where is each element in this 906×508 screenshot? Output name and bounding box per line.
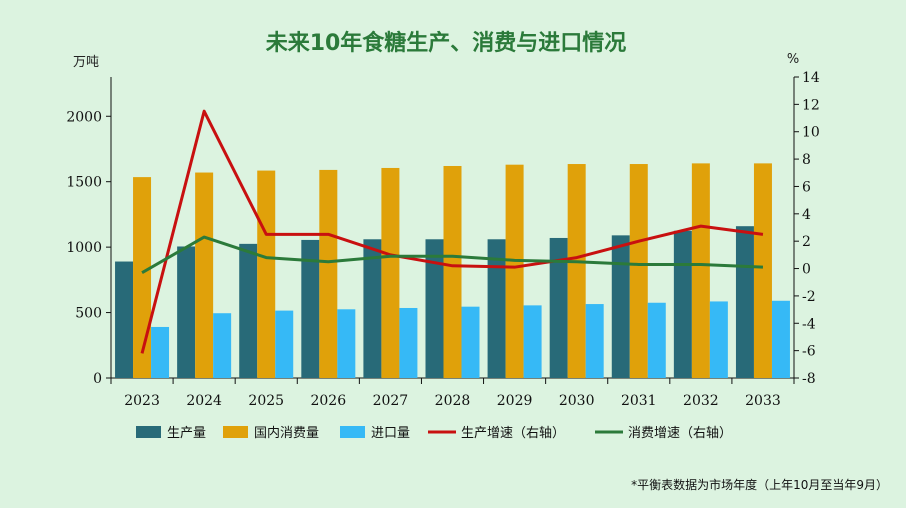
bar-1-2030 [549, 237, 568, 378]
bar-2-2032 [691, 163, 710, 378]
legend-swatch-3 [340, 426, 365, 438]
x-tick-label: 2032 [683, 393, 719, 409]
y-right-tick-label: 6 [802, 179, 811, 195]
x-tick-label: 2029 [497, 393, 533, 409]
bar-2-2028 [443, 165, 462, 378]
y-right-tick-label: -4 [802, 316, 816, 332]
footnote: *平衡表数据为市场年度（上年10月至当年9月） [631, 477, 888, 492]
y-right-tick-label: 10 [802, 125, 820, 141]
y-left-tick-label: 500 [75, 306, 102, 322]
plot-area: 0 500 1000 1500 2000 -8 -6 -4 -2 0 2 4 6 8 10 12 14 2023 2… [66, 70, 820, 409]
bar-2-2031 [629, 164, 648, 378]
bar-3-2033 [771, 300, 790, 378]
bar-1-2026 [301, 239, 320, 378]
bar-3-2027 [399, 307, 418, 378]
bar-3-2026 [337, 309, 356, 378]
x-tick-label: 2023 [124, 393, 160, 409]
bar-3-2028 [461, 306, 480, 378]
x-tick-label: 2028 [435, 393, 471, 409]
y-right-tick-label: 2 [802, 234, 811, 250]
bar-2-2033 [753, 163, 772, 378]
bar-2-2029 [505, 164, 524, 378]
bar-3-2032 [709, 301, 728, 378]
bar-1-2028 [425, 239, 444, 378]
bar-3-2029 [523, 305, 542, 378]
y-right-tick-label: -6 [802, 344, 816, 360]
bar-1-2033 [735, 226, 754, 378]
legend-swatch-2 [223, 426, 248, 438]
bar-3-2030 [585, 304, 604, 378]
line-series-1 [140, 109, 764, 354]
bar-1-2025 [239, 243, 258, 378]
y-left-tick-label: 1500 [66, 175, 102, 191]
y-right-tick-label: -2 [802, 289, 816, 305]
bar-2-2030 [567, 164, 586, 378]
x-tick-label: 2031 [621, 393, 657, 409]
y-right-tick-label: -8 [802, 371, 816, 387]
bar-2-2025 [257, 170, 276, 378]
bar-3-2023 [151, 326, 170, 378]
legend-label-1: 生产量 [167, 426, 206, 441]
legend-label-2: 国内消费量 [254, 425, 319, 441]
bar-3-2025 [275, 310, 294, 378]
bar-1-2031 [611, 235, 630, 378]
chart-title: 未来10年食糖生产、消费与进口情况 [266, 30, 627, 56]
x-tick-label: 2025 [248, 393, 284, 409]
bar-2-2027 [381, 167, 400, 378]
legend-swatch-1 [136, 426, 161, 438]
bar-2-2024 [195, 172, 214, 378]
x-tick-label: 2030 [559, 393, 595, 409]
y-left-unit: 万吨 [73, 55, 99, 70]
bar-1-2029 [487, 239, 506, 378]
bar-1-2023 [115, 261, 134, 378]
y-right-tick-label: 14 [802, 70, 820, 86]
y-left-tick-label: 0 [93, 371, 102, 387]
bar-3-2031 [647, 302, 666, 378]
y-left-tick-label: 2000 [66, 109, 102, 125]
legend: 生产量 国内消费量 进口量 生产增速（右轴） 消费增速（右轴） [136, 425, 732, 441]
x-tick-label: 2026 [310, 393, 346, 409]
bar-1-2027 [363, 239, 382, 378]
legend-label-5: 消费增速（右轴） [628, 426, 732, 441]
y-right-tick-label: 0 [802, 262, 811, 278]
y-right-tick-label: 4 [802, 207, 811, 223]
legend-label-3: 进口量 [371, 426, 410, 441]
y-right-tick-label: 12 [802, 97, 820, 113]
bar-2-2023 [133, 177, 152, 378]
line-series-2 [141, 235, 764, 274]
bar-3-2024 [213, 313, 232, 378]
y-left-tick-label: 1000 [66, 240, 102, 256]
legend-label-4: 生产增速（右轴） [461, 426, 565, 441]
bar-2-2026 [319, 169, 338, 378]
bar-1-2024 [177, 246, 196, 378]
x-tick-label: 2027 [373, 393, 409, 409]
y-right-unit: % [787, 52, 799, 67]
x-tick-label: 2024 [186, 393, 222, 409]
y-right-tick-label: 8 [802, 152, 811, 168]
x-tick-label: 2033 [745, 393, 781, 409]
bar-1-2032 [673, 230, 692, 378]
